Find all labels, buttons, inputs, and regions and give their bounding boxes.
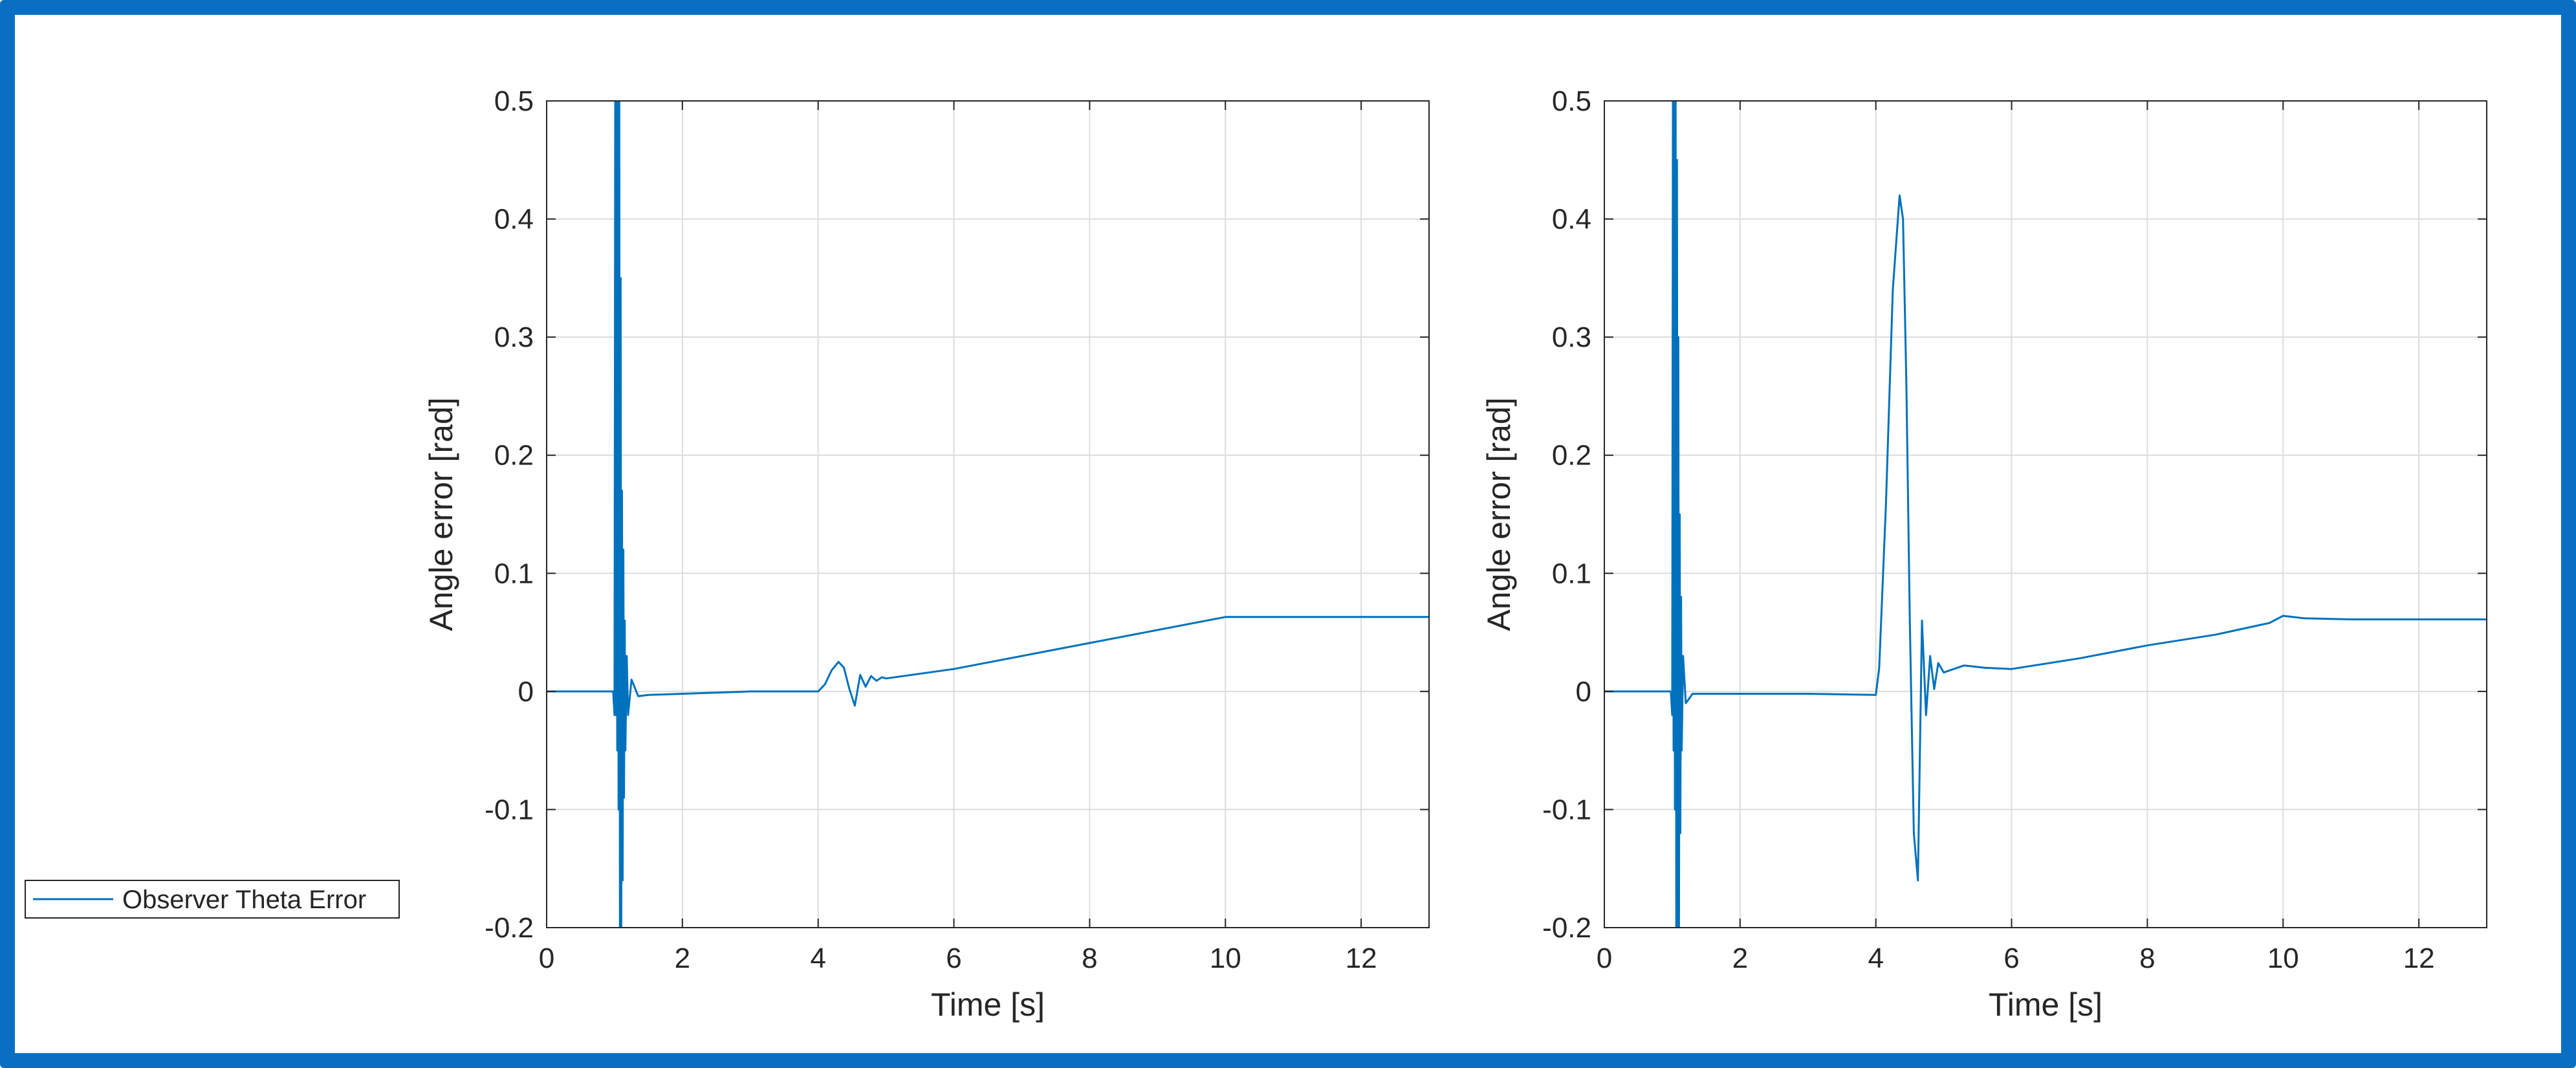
right-axes-box [1604, 100, 2487, 928]
left-x-tick-label: 0 [539, 943, 554, 974]
legend-label: Observer Theta Error [122, 886, 366, 914]
left-axes-box [546, 100, 1430, 928]
right-x-tick-label: 12 [2403, 943, 2435, 974]
left-x-axis-label: Time [s] [931, 986, 1045, 1023]
right-x-tick-label: 4 [1868, 943, 1883, 974]
subplot-left: 0 2 4 6 8 10 12 -0.2 -0.1 0 0.1 0.2 0.3 0.4 0.5 Time [s… [423, 85, 1430, 1023]
left-x-tick-label: 10 [1210, 943, 1241, 974]
right-x-tick-label: 2 [1732, 943, 1748, 974]
right-y-tick-label: 0.3 [1552, 321, 1591, 353]
subplot-right: 0 2 4 6 8 10 12 -0.2 -0.1 0 0.1 0.2 0.3 0.4 0.5 Time [s… [1481, 85, 2487, 1023]
left-plot-area [547, 101, 1429, 928]
left-y-tick-label: -0.2 [485, 912, 534, 944]
left-y-tick-label: 0.2 [494, 440, 534, 472]
right-series-line [1604, 101, 2487, 928]
right-y-tick-label: 0.1 [1552, 558, 1591, 589]
left-y-tick-label: 0.4 [494, 204, 534, 235]
right-x-tick-label: 0 [1597, 943, 1612, 974]
left-x-tick-label: 8 [1082, 943, 1097, 974]
left-x-tick-label: 4 [810, 943, 825, 974]
right-y-tick-label: 0 [1576, 676, 1591, 708]
left-y-tick-label: -0.1 [485, 794, 534, 825]
right-y-tick-label: -0.1 [1542, 794, 1591, 825]
left-y-tick-label: 0.5 [494, 85, 534, 117]
right-x-tick-label: 6 [2003, 943, 2019, 974]
left-y-axis-label: Angle error [rad] [423, 397, 459, 631]
legend: Observer Theta Error [25, 880, 400, 919]
figure: Observer Theta Error 0 2 4 6 8 10 12-0.2-0.100… [25, 85, 2487, 1023]
left-x-tick-label: 6 [946, 943, 961, 974]
left-x-tick-label: 2 [675, 943, 690, 974]
left-y-tick-label: 0.1 [494, 558, 534, 589]
right-y-axis-label: Angle error [rad] [1481, 397, 1517, 631]
left-x-tick-label: 12 [1346, 943, 1377, 974]
right-x-axis-label: Time [s] [1989, 986, 2102, 1023]
right-y-tick-label: 0.4 [1552, 204, 1591, 235]
right-y-tick-label: 0.5 [1552, 85, 1591, 117]
right-x-tick-label: 8 [2139, 943, 2155, 974]
right-plot-area [1604, 101, 2487, 928]
left-y-tick-label: 0.3 [494, 321, 534, 353]
left-series-line [547, 101, 1429, 928]
right-y-tick-label: 0.2 [1552, 440, 1591, 472]
right-y-tick-label: -0.2 [1542, 912, 1591, 944]
left-y-tick-label: 0 [518, 676, 534, 708]
right-x-tick-label: 10 [2267, 943, 2299, 974]
